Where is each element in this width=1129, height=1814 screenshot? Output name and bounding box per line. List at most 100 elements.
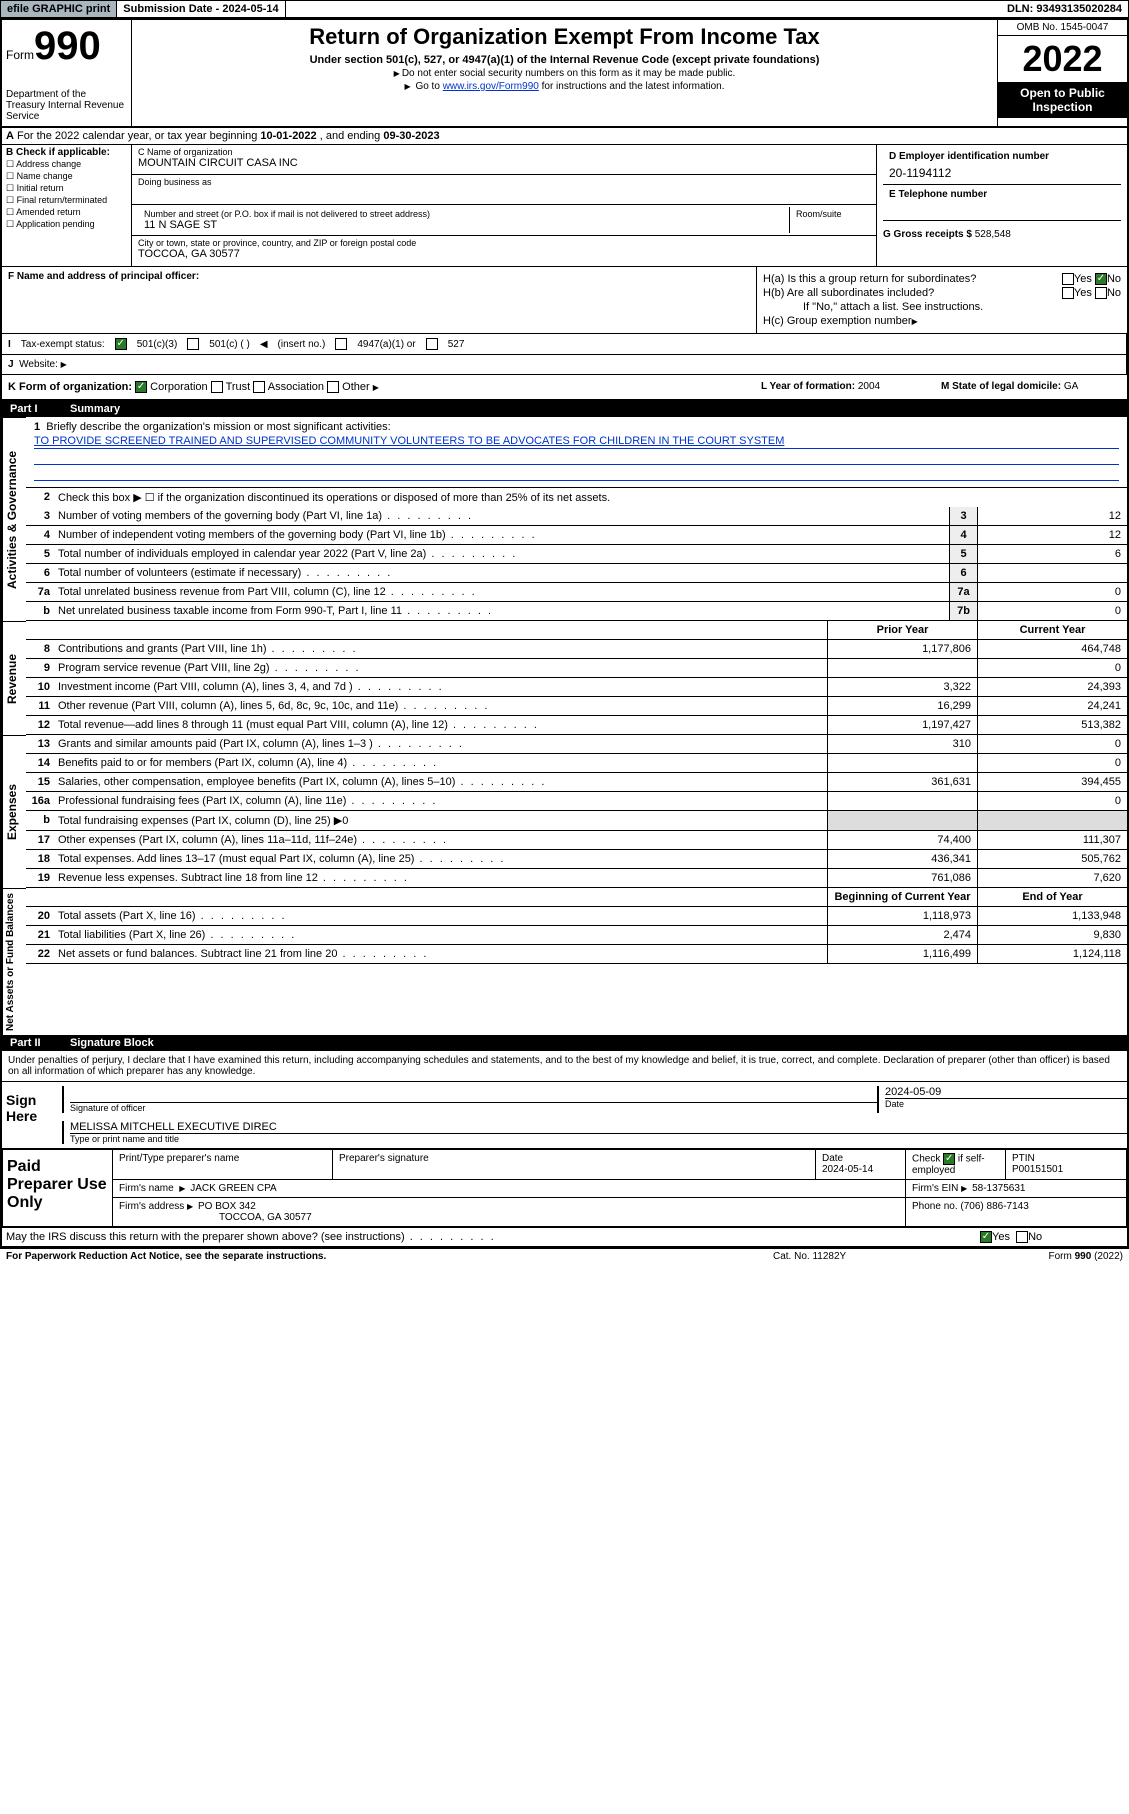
current-val: 24,393 bbox=[977, 678, 1127, 696]
chk-assoc[interactable] bbox=[253, 381, 265, 393]
dba-label: Doing business as bbox=[138, 177, 870, 187]
line3-val: 12 bbox=[977, 507, 1127, 525]
line-text: Total expenses. Add lines 13–17 (must eq… bbox=[54, 850, 827, 868]
prior-val bbox=[827, 659, 977, 677]
h-b-label: H(b) Are all subordinates included? bbox=[763, 287, 1054, 299]
firm-ein: 58-1375631 bbox=[972, 1183, 1025, 1194]
paperwork-notice: For Paperwork Reduction Act Notice, see … bbox=[6, 1251, 773, 1262]
sig-officer-label: Signature of officer bbox=[70, 1102, 877, 1113]
line-text: Benefits paid to or for members (Part IX… bbox=[54, 754, 827, 772]
declaration: Under penalties of perjury, I declare th… bbox=[2, 1051, 1127, 1081]
current-val: 1,133,948 bbox=[977, 907, 1127, 925]
irs-link[interactable]: www.irs.gov/Form990 bbox=[443, 81, 539, 92]
website-label: Website: bbox=[19, 359, 58, 370]
current-val: 111,307 bbox=[977, 831, 1127, 849]
current-val: 0 bbox=[977, 735, 1127, 753]
ha-no[interactable]: ✓ bbox=[1095, 273, 1107, 285]
prior-val: 1,197,427 bbox=[827, 716, 977, 734]
prior-val: 1,118,973 bbox=[827, 907, 977, 925]
chk-527[interactable] bbox=[426, 338, 438, 350]
current-val: 7,620 bbox=[977, 869, 1127, 887]
line7b: Net unrelated business taxable income fr… bbox=[54, 602, 949, 620]
prior-year-hdr: Prior Year bbox=[827, 621, 977, 639]
room-label: Room/suite bbox=[796, 209, 864, 219]
prior-val: 436,341 bbox=[827, 850, 977, 868]
chk-initial-return[interactable]: ☐ Initial return bbox=[6, 183, 127, 194]
chk-amended[interactable]: ☐ Amended return bbox=[6, 207, 127, 218]
efile-button[interactable]: efile GRAPHIC print bbox=[1, 1, 117, 17]
ptin: P00151501 bbox=[1012, 1164, 1063, 1175]
gross-receipts-value: 528,548 bbox=[975, 229, 1011, 240]
ha-yes[interactable] bbox=[1062, 273, 1074, 285]
line2: Check this box ▶ ☐ if the organization d… bbox=[54, 488, 1127, 507]
sign-here: Sign Here bbox=[2, 1082, 62, 1148]
firm-addr2: TOCCOA, GA 30577 bbox=[219, 1212, 312, 1223]
discuss-question: May the IRS discuss this return with the… bbox=[2, 1228, 977, 1246]
chk-name-change[interactable]: ☐ Name change bbox=[6, 171, 127, 182]
chk-4947[interactable] bbox=[335, 338, 347, 350]
chk-corp[interactable]: ✓ bbox=[135, 381, 147, 393]
chk-address-change[interactable]: ☐ Address change bbox=[6, 159, 127, 170]
prior-val: 3,322 bbox=[827, 678, 977, 696]
address-label: Number and street (or P.O. box if mail i… bbox=[144, 209, 783, 219]
line7b-val: 0 bbox=[977, 602, 1127, 620]
tax-year: 2022 bbox=[998, 36, 1127, 82]
current-val: 505,762 bbox=[977, 850, 1127, 868]
ssn-warning: Do not enter social security numbers on … bbox=[136, 68, 993, 79]
officer-name: MELISSA MITCHELL EXECUTIVE DIREC bbox=[70, 1121, 1127, 1133]
part1-title: Summary bbox=[70, 403, 120, 415]
line6-val bbox=[977, 564, 1127, 582]
prior-val: 761,086 bbox=[827, 869, 977, 887]
phone-label: E Telephone number bbox=[889, 189, 1115, 200]
top-bar: efile GRAPHIC print Submission Date - 20… bbox=[0, 0, 1129, 18]
line5-val: 6 bbox=[977, 545, 1127, 563]
prior-val: 361,631 bbox=[827, 773, 977, 791]
line-text: Contributions and grants (Part VIII, lin… bbox=[54, 640, 827, 658]
line-text: Total revenue—add lines 8 through 11 (mu… bbox=[54, 716, 827, 734]
mission-text: TO PROVIDE SCREENED TRAINED AND SUPERVIS… bbox=[34, 435, 1119, 449]
line7a: Total unrelated business revenue from Pa… bbox=[54, 583, 949, 601]
section-b-checkboxes: B Check if applicable: ☐ Address change … bbox=[2, 145, 132, 266]
discuss-no[interactable] bbox=[1016, 1231, 1028, 1243]
prior-val: 16,299 bbox=[827, 697, 977, 715]
prior-val: 310 bbox=[827, 735, 977, 753]
hb-yes[interactable] bbox=[1062, 287, 1074, 299]
line6: Total number of volunteers (estimate if … bbox=[54, 564, 949, 582]
chk-application-pending[interactable]: ☐ Application pending bbox=[6, 219, 127, 230]
chk-501c[interactable] bbox=[187, 338, 199, 350]
ein-value: 20-1194112 bbox=[889, 166, 1115, 180]
instructions-link-row: Go to www.irs.gov/Form990 for instructio… bbox=[136, 81, 993, 92]
form-org-label: K Form of organization: bbox=[8, 381, 132, 393]
tax-exempt-label: Tax-exempt status: bbox=[21, 339, 105, 350]
part2-num: Part II bbox=[10, 1037, 70, 1049]
line-text: Total liabilities (Part X, line 26) bbox=[54, 926, 827, 944]
netassets-tab: Net Assets or Fund Balances bbox=[2, 888, 26, 1035]
prior-val: 1,116,499 bbox=[827, 945, 977, 963]
discuss-yes[interactable]: ✓ bbox=[980, 1231, 992, 1243]
hb-no[interactable] bbox=[1095, 287, 1107, 299]
chk-other[interactable] bbox=[327, 381, 339, 393]
paid-preparer: Paid Preparer Use Only bbox=[3, 1150, 113, 1226]
chk-501c3[interactable]: ✓ bbox=[115, 338, 127, 350]
org-name-label: C Name of organization bbox=[138, 147, 870, 157]
chk-trust[interactable] bbox=[211, 381, 223, 393]
submission-date: Submission Date - 2024-05-14 bbox=[117, 1, 285, 17]
governance-tab: Activities & Governance bbox=[2, 417, 26, 621]
form-990: Form990 Department of the Treasury Inter… bbox=[0, 18, 1129, 1249]
form-number: 990 bbox=[34, 24, 101, 68]
current-val: 513,382 bbox=[977, 716, 1127, 734]
chk-self-employed[interactable]: ✓ bbox=[943, 1153, 955, 1165]
h-c-label: H(c) Group exemption number bbox=[763, 315, 912, 327]
dln: DLN: 93493135020284 bbox=[1001, 1, 1128, 17]
line-text: Other expenses (Part IX, column (A), lin… bbox=[54, 831, 827, 849]
mission-label: Briefly describe the organization's miss… bbox=[46, 421, 390, 433]
public-inspection: Open to Public Inspection bbox=[998, 82, 1127, 118]
line4: Number of independent voting members of … bbox=[54, 526, 949, 544]
line-text: Investment income (Part VIII, column (A)… bbox=[54, 678, 827, 696]
line-text: Total assets (Part X, line 16) bbox=[54, 907, 827, 925]
prior-val bbox=[827, 792, 977, 810]
street-address: 11 N SAGE ST bbox=[144, 219, 783, 231]
omb-number: OMB No. 1545-0047 bbox=[998, 20, 1127, 36]
current-val: 464,748 bbox=[977, 640, 1127, 658]
chk-final-return[interactable]: ☐ Final return/terminated bbox=[6, 195, 127, 206]
